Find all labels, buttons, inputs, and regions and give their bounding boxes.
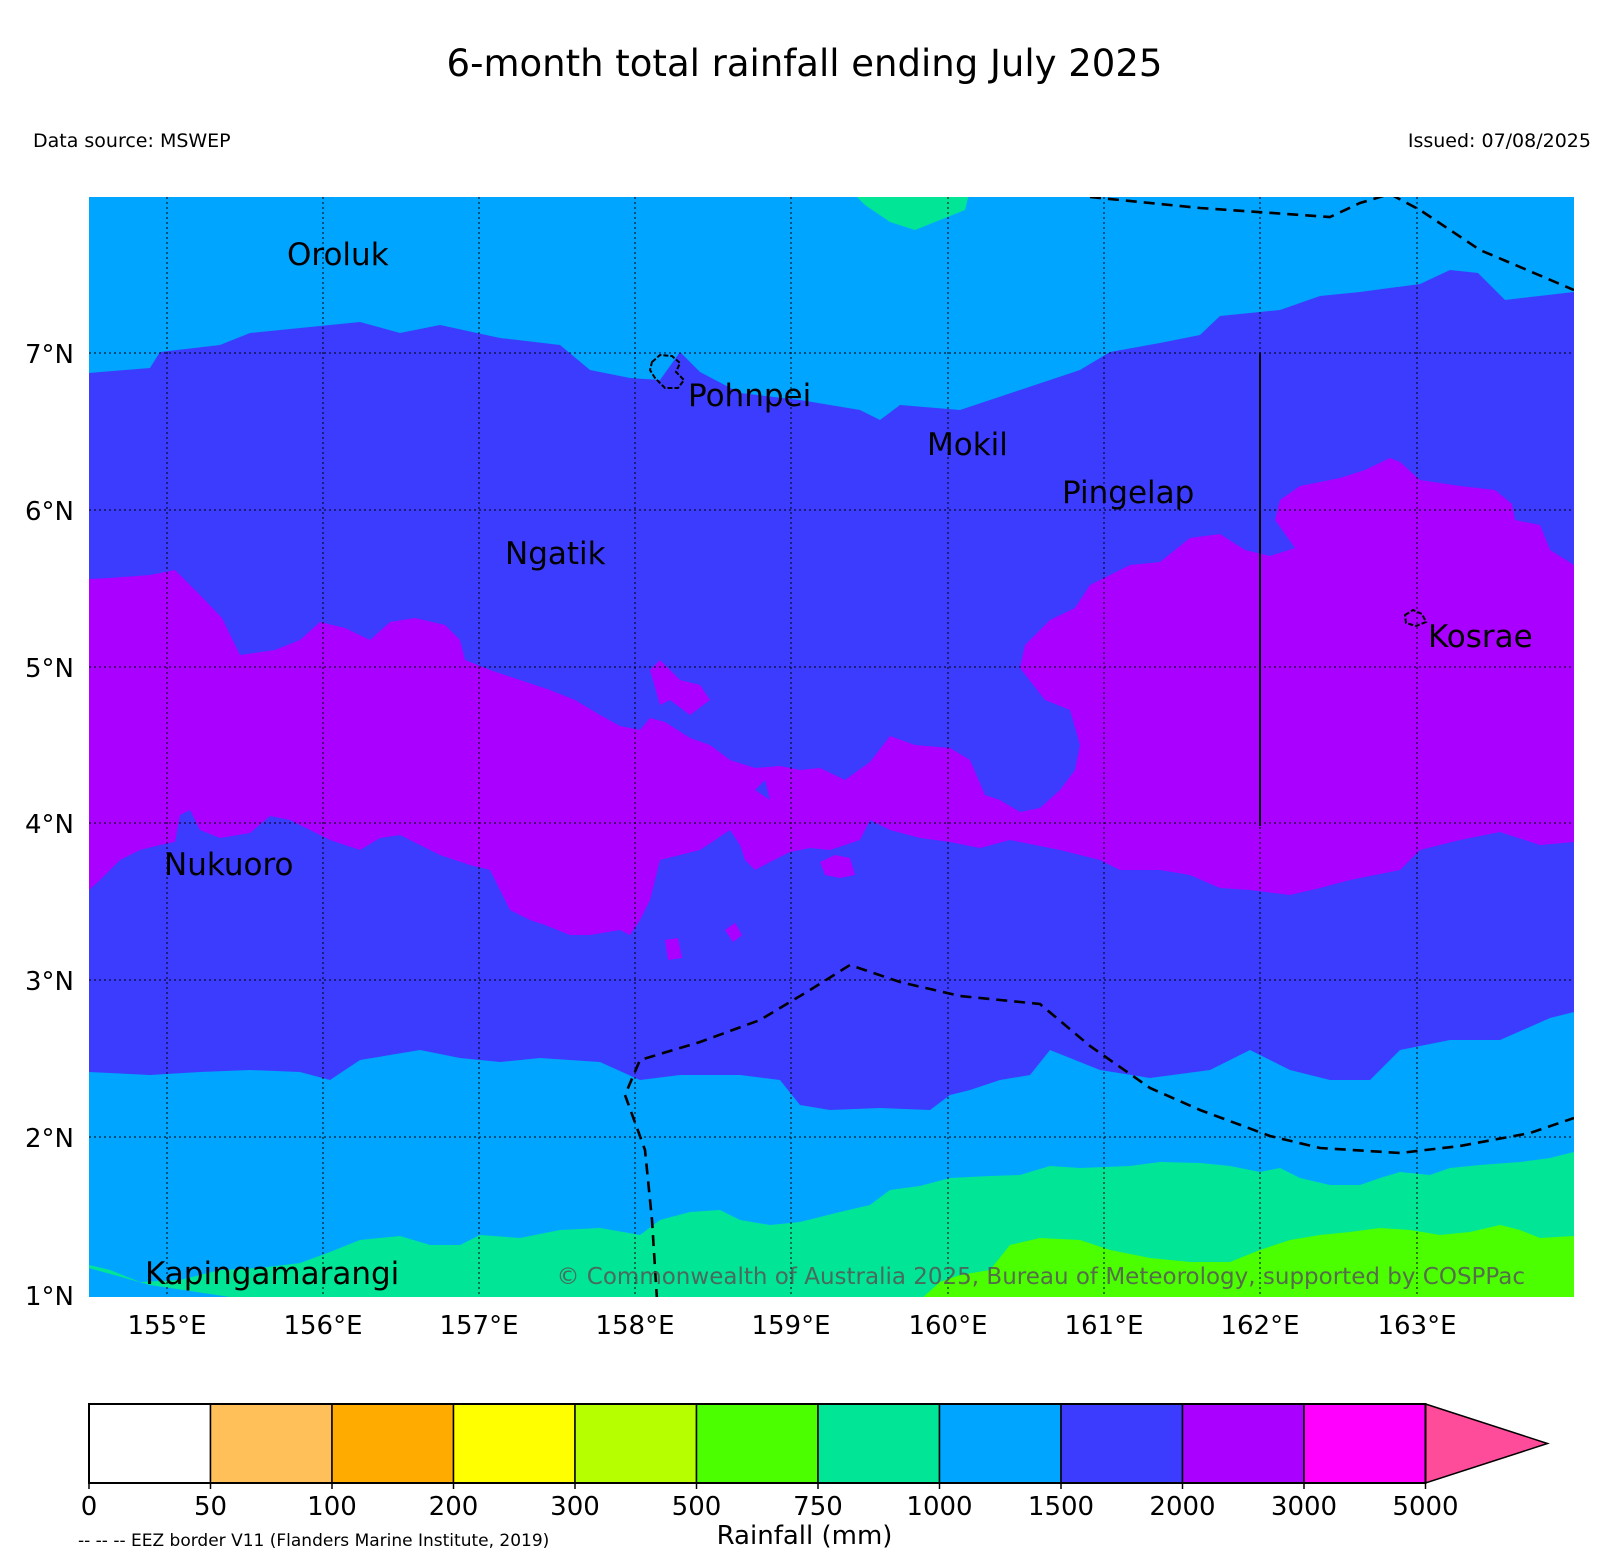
place-labels: Oroluk Pohnpei Mokil Pingelap Ngatik Kos… — [145, 237, 1533, 1292]
place-label-pohnpei: Pohnpei — [688, 378, 811, 414]
colorbar-swatch — [88, 1403, 212, 1484]
eez-borders — [623, 197, 1574, 1297]
colorbar-swatch — [1060, 1403, 1184, 1484]
colorbar-tick-label: 50 — [194, 1492, 227, 1522]
issued-date: Issued: 07/08/2025 — [1407, 130, 1591, 152]
place-label-oroluk: Oroluk — [287, 237, 389, 273]
colorbar-tick-label: 0 — [81, 1492, 98, 1522]
lat-tick-label: 4°N — [25, 810, 74, 840]
colorbar-swatch — [209, 1403, 333, 1484]
lon-tick-label: 163°E — [1377, 1311, 1456, 1341]
lat-tick-label: 5°N — [25, 654, 74, 684]
band-1500-2000 — [89, 270, 1574, 1110]
colorbar-tick-label: 200 — [429, 1492, 479, 1522]
lon-tick-label: 161°E — [1064, 1311, 1143, 1341]
colorbar-swatch — [1181, 1403, 1305, 1484]
data-source: Data source: MSWEP — [33, 130, 231, 152]
colorbar-tick-label: 100 — [307, 1492, 357, 1522]
lon-tick-label: 156°E — [283, 1311, 362, 1341]
rainfall-fields — [89, 197, 1574, 1297]
colorbar-extension — [1424, 1402, 1550, 1485]
lon-tick-label: 155°E — [127, 1311, 206, 1341]
colorbar-tick-label: 500 — [672, 1492, 722, 1522]
lat-tick-label: 1°N — [25, 1282, 74, 1312]
colorbar-swatch — [938, 1403, 1062, 1484]
band-2000-3000-patch — [650, 660, 710, 715]
colorbar-tick-label: 1500 — [1028, 1492, 1094, 1522]
band-2000-3000-patch — [725, 923, 742, 942]
colorbar-swatch — [817, 1403, 941, 1484]
colorbar-tick-label: 5000 — [1392, 1492, 1458, 1522]
colorbar-swatch — [695, 1403, 819, 1484]
colorbar-swatch — [331, 1403, 455, 1484]
band-2000-3000-patch — [665, 938, 682, 960]
colorbar-tick-label: 300 — [550, 1492, 600, 1522]
copyright-text: © Commonwealth of Australia 2025, Bureau… — [556, 1264, 1525, 1290]
colorbar-tick-label: 2000 — [1149, 1492, 1215, 1522]
band-750-1000-south — [89, 1152, 1574, 1297]
colorbar-label: Rainfall (mm) — [716, 1521, 893, 1551]
lon-tick-label: 158°E — [595, 1311, 674, 1341]
lat-tick-label: 3°N — [25, 967, 74, 997]
lon-tick-label: 157°E — [439, 1311, 518, 1341]
lat-tick-label: 2°N — [25, 1124, 74, 1154]
band-2000-3000-patch — [820, 855, 855, 878]
colorbar: 0 50 100 200 300 500 750 1000 1500 2000 3000 5000 — [81, 1402, 1550, 1522]
lon-tick-label: 162°E — [1220, 1311, 1299, 1341]
place-label-pingelap: Pingelap — [1062, 475, 1194, 511]
place-label-nukuoro: Nukuoro — [164, 847, 293, 883]
lat-axis: 7°N 6°N 5°N 4°N 3°N 2°N 1°N — [25, 340, 74, 1312]
place-label-ngatik: Ngatik — [505, 536, 606, 572]
colorbar-swatch — [574, 1403, 698, 1484]
place-label-mokil: Mokil — [927, 427, 1008, 463]
eez-legend-note: -- -- -- EEZ border V11 (Flanders Marine… — [78, 1531, 550, 1551]
pohnpei-island-icon — [648, 353, 686, 389]
place-label-kosrae: Kosrae — [1428, 619, 1533, 655]
place-label-kapingamarangi: Kapingamarangi — [145, 1256, 399, 1292]
band-500-750 — [923, 1225, 1574, 1297]
gridlines — [89, 197, 1574, 1297]
lon-tick-label: 160°E — [908, 1311, 987, 1341]
kosrae-island-icon — [1403, 608, 1428, 628]
colorbar-tick-label: 750 — [793, 1492, 843, 1522]
lat-tick-label: 6°N — [25, 497, 74, 527]
band-2000-3000 — [89, 458, 1574, 935]
lat-tick-label: 7°N — [25, 340, 74, 370]
colorbar-swatch — [452, 1403, 576, 1484]
colorbar-swatch — [1303, 1403, 1427, 1484]
colorbar-tick-label: 3000 — [1271, 1492, 1337, 1522]
map-title: 6-month total rainfall ending July 2025 — [446, 42, 1163, 85]
lon-axis: 155°E 156°E 157°E 158°E 159°E 160°E 161°… — [127, 1311, 1456, 1341]
band-1500-2000-patch — [755, 780, 770, 800]
colorbar-tick-label: 1000 — [906, 1492, 972, 1522]
band-750-1000-north — [857, 197, 969, 230]
colorbar-frame — [88, 1403, 1427, 1484]
band-1000-1500-sw — [89, 1268, 230, 1297]
lon-tick-label: 159°E — [751, 1311, 830, 1341]
